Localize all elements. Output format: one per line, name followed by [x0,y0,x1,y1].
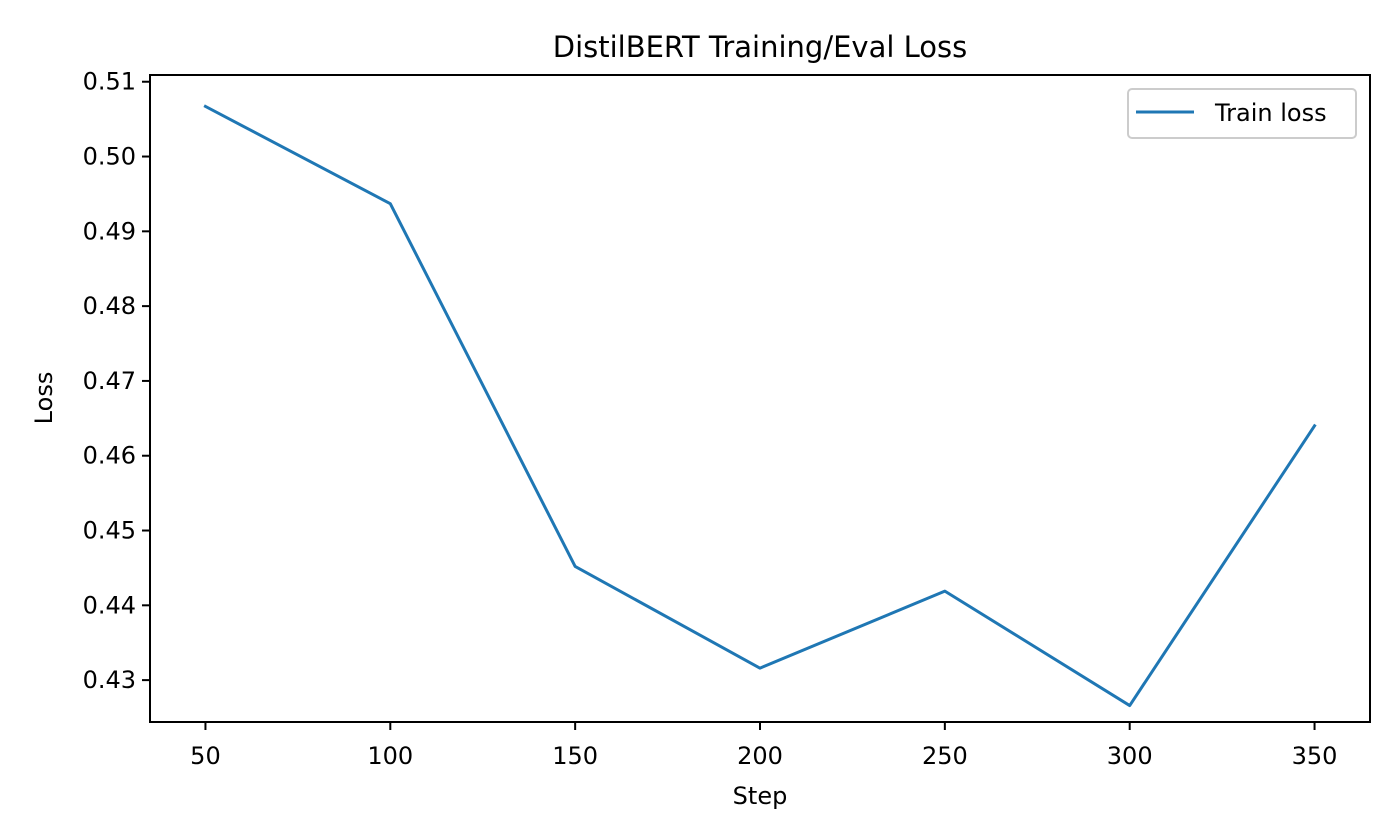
x-axis-ticks: 50 100 150 200 250 300 350 [190,722,1337,770]
y-tick-label: 0.50 [83,143,136,171]
x-tick-label: 50 [190,742,221,770]
y-tick-label: 0.43 [83,666,136,694]
legend: Train loss [1127,88,1357,139]
y-tick-label: 0.44 [83,591,136,619]
x-tick-label: 200 [737,742,783,770]
y-tick-label: 0.46 [83,442,136,470]
series-layer [203,104,1317,708]
legend-label-train-loss: Train loss [1214,99,1327,127]
x-tick-label: 250 [922,742,968,770]
chart-title: DistilBERT Training/Eval Loss [553,30,968,64]
legend-box [1127,88,1357,139]
y-tick-label: 0.48 [83,292,136,320]
y-tick-label: 0.45 [83,517,136,545]
y-axis-label: Loss [30,372,58,425]
x-tick-label: 300 [1107,742,1153,770]
y-tick-label: 0.49 [83,217,136,245]
series-line-train-loss [203,104,1317,708]
y-tick-label: 0.51 [83,68,136,96]
x-tick-label: 150 [552,742,598,770]
x-tick-label: 350 [1292,742,1338,770]
y-axis-ticks: 0.43 0.44 0.45 0.46 0.47 0.48 0.49 0.50 0.51 [83,68,150,694]
y-tick-label: 0.47 [83,367,136,395]
x-tick-label: 100 [367,742,413,770]
x-axis-label: Step [733,782,788,810]
plot-area-frame [149,74,1371,723]
